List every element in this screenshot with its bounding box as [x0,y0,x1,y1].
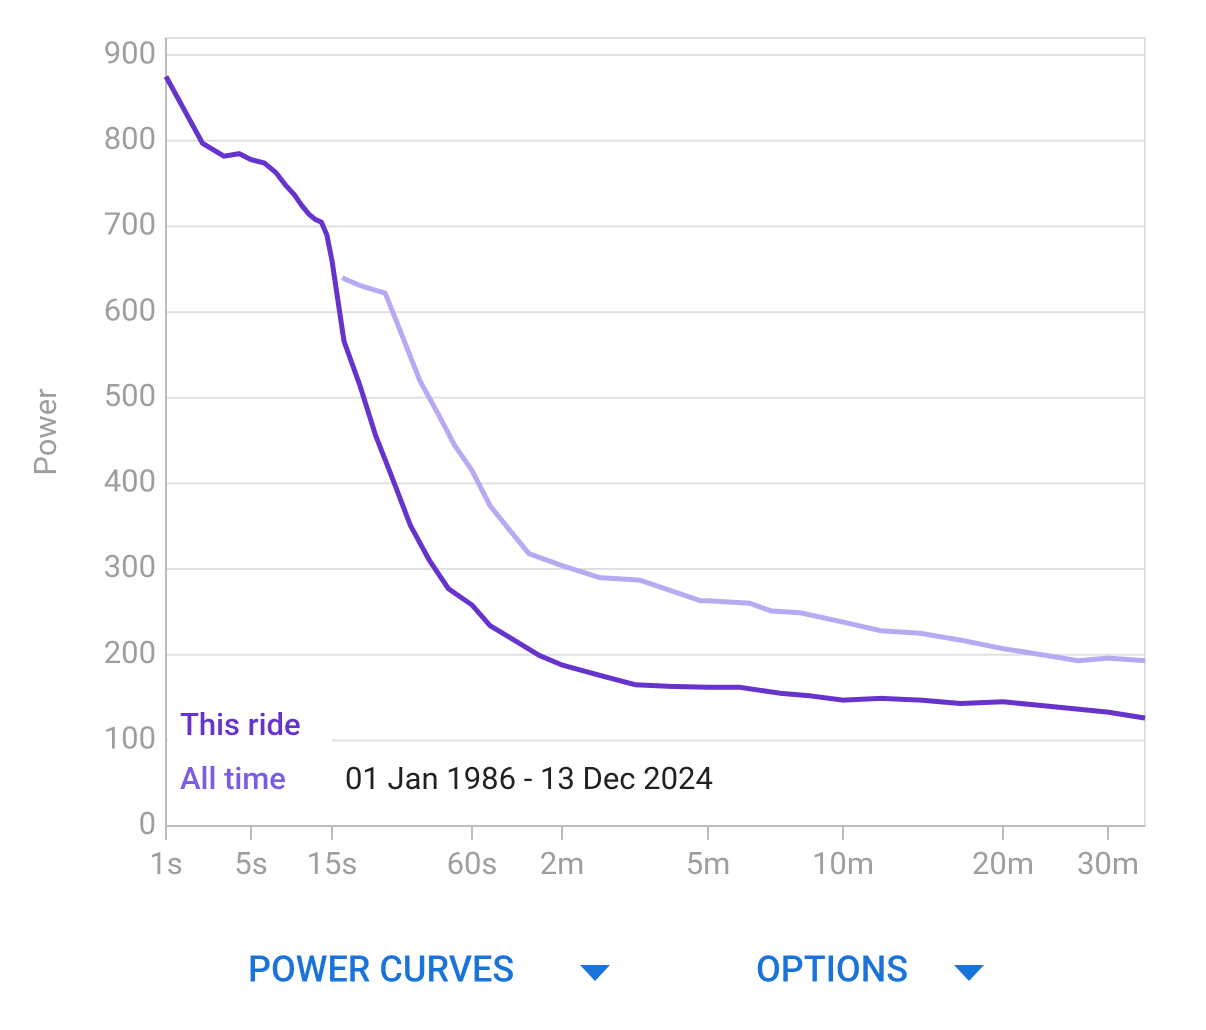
y-tick-label: 900 [104,34,156,71]
button-label[interactable]: OPTIONS [756,949,908,991]
dropdown-arrow[interactable] [954,965,984,981]
y-tick-label: 600 [104,291,156,328]
y-tick-label: 300 [104,548,156,585]
date-range: 01 Jan 1986 - 13 Dec 2024 [345,760,713,797]
x-tick-label: 2m [540,845,585,882]
x-tick-label: 15s [307,845,358,882]
y-tick-label: 100 [104,720,156,757]
y-tick-label: 0 [139,805,156,842]
legend-entry: All time [180,760,286,797]
y-tick-label: 200 [104,634,156,671]
x-tick-label: 10m [812,845,874,882]
x-tick-label: 1s [149,845,182,882]
series-line [341,275,1146,664]
dropdown-arrow[interactable] [580,965,610,981]
x-tick-label: 20m [972,845,1034,882]
x-tick-label: 60s [447,845,498,882]
y-tick-label: 500 [104,377,156,414]
legend-entry: This ride [180,706,301,743]
y-tick-label: 800 [104,120,156,157]
button-label[interactable]: POWER CURVES [248,949,514,991]
legend-background [168,700,332,814]
y-axis-label: Power [27,388,64,476]
power-curves-button[interactable]: POWER CURVES [248,949,610,991]
x-tick-label: 5s [234,845,267,882]
options-button[interactable]: OPTIONS [756,949,984,991]
x-tick-label: 30m [1077,845,1139,882]
y-tick-label: 700 [104,206,156,243]
series-line [163,75,1146,721]
y-tick-label: 400 [104,463,156,500]
x-tick-label: 5m [686,845,731,882]
